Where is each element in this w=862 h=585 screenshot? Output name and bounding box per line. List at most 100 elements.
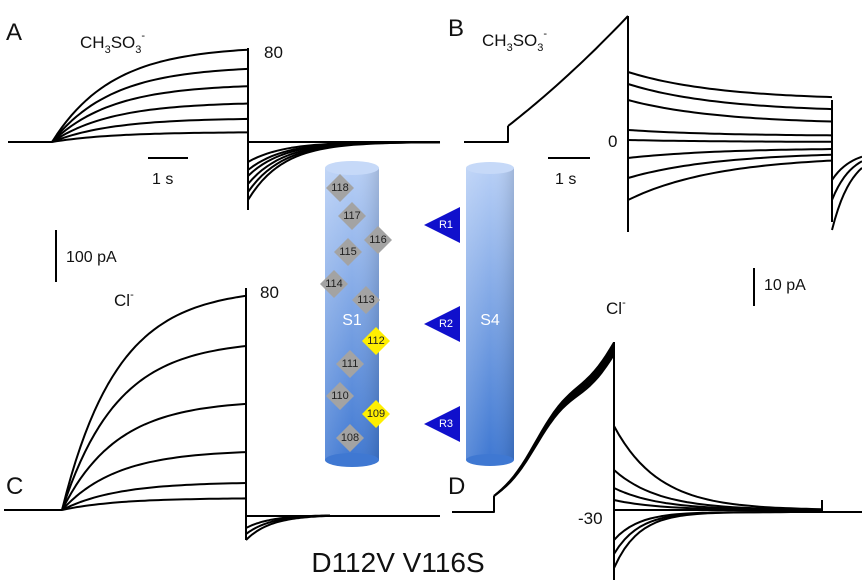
trace-b-tail — [831, 155, 862, 181]
residue-115: 115 — [334, 238, 362, 266]
residue-108: 108 — [336, 424, 364, 452]
panel-c-traces — [4, 288, 440, 541]
trace-b-deactivation — [627, 71, 833, 99]
panel-c-letter: C — [6, 473, 23, 500]
residue-118: 118 — [326, 174, 354, 202]
residue-113: 113 — [352, 286, 380, 314]
residue-diamond — [326, 174, 354, 202]
residue-diamond — [326, 382, 354, 410]
arginine-label: R2 — [439, 318, 453, 330]
residue-diamond — [336, 350, 364, 378]
trace-a-activation — [51, 85, 249, 143]
trace-d-inward — [613, 511, 822, 555]
residue-label: 117 — [343, 210, 361, 222]
residue-label: 113 — [357, 294, 375, 306]
arginine-triangle — [424, 207, 460, 243]
arginine-triangle — [424, 306, 460, 342]
residue-label: 114 — [325, 278, 343, 290]
arginine-triangle — [424, 406, 460, 442]
trace-b-tail — [831, 160, 862, 201]
residue-diamond — [364, 226, 392, 254]
trace-c-activation — [61, 451, 247, 511]
residue-diamond — [320, 270, 348, 298]
trace-c-activation — [61, 482, 247, 511]
trace-c-tail — [245, 514, 330, 541]
residue-label: 112 — [367, 335, 385, 347]
residue-label: 116 — [369, 234, 387, 246]
trace-b-deactivation — [627, 99, 833, 123]
trace-d-baseline — [452, 496, 495, 513]
trace-c-activation — [61, 497, 247, 511]
trace-c-activation — [61, 402, 247, 511]
trace-c-activation — [61, 290, 247, 511]
helix-diagram: S1 S4 118117116115114113112111110109108 … — [320, 161, 514, 467]
trace-d-inward — [613, 511, 822, 541]
panel-c-voltage-label: 80 — [260, 283, 279, 302]
figure-caption: D112V V116S — [311, 547, 484, 578]
residue-114: 114 — [320, 270, 348, 298]
trace-b-deactivation — [627, 153, 833, 179]
residue-label: 110 — [331, 390, 349, 402]
panel-c-ion-label: Cl- — [114, 289, 134, 310]
trace-a-activation — [51, 131, 249, 143]
s4-arginines: R1 R2 R3 — [424, 207, 460, 442]
arginine-label: R3 — [439, 418, 453, 430]
residue-117: 117 — [338, 202, 366, 230]
panel-a-time-scale-label: 1 s — [152, 171, 173, 188]
trace-b-baseline — [464, 126, 509, 143]
trace-b-deactivation — [627, 139, 832, 143]
panel-a-ion-label: CH3SO3- — [80, 30, 145, 56]
s4-helix-shading — [466, 168, 514, 460]
trace-d-deactivation — [613, 425, 823, 511]
trace-c-activation — [61, 342, 247, 511]
panel-a-voltage-label: 80 — [264, 43, 283, 62]
residue-diamond — [338, 202, 366, 230]
panel-d-voltage-label: -30 — [578, 509, 603, 528]
panel-d-letter: D — [448, 473, 465, 500]
s4-label: S4 — [480, 312, 500, 329]
trace-d-deactivation — [613, 469, 822, 511]
panel-b-traces — [464, 15, 862, 232]
residue-diamond — [362, 400, 390, 428]
trace-d-end — [821, 500, 862, 513]
trace-a-activation — [51, 67, 249, 143]
trace-a-activation — [51, 117, 249, 143]
trace-b-deactivation — [627, 83, 833, 111]
s4-helix: S4 — [466, 162, 514, 466]
panel-a-letter: A — [6, 19, 22, 46]
trace-a-activation — [51, 48, 249, 143]
s4-helix-top — [466, 162, 514, 174]
residue-label: 111 — [342, 358, 359, 370]
panel-b-letter: B — [448, 15, 464, 42]
current-scale-label-right: 10 pA — [764, 277, 806, 294]
panel-b-ion-label: CH3SO3- — [482, 28, 547, 54]
trace-b-deactivation — [627, 148, 833, 159]
trace-b-ramp — [507, 15, 629, 127]
current-scale-label-left: 100 pA — [66, 249, 117, 266]
panel-c: C Cl- 80 — [4, 283, 440, 541]
arginine-label: R1 — [439, 219, 453, 231]
arginine-R1: R1 — [424, 207, 460, 243]
residue-diamond — [362, 327, 390, 355]
residue-label: 108 — [341, 432, 359, 444]
s1-helix-bottom — [325, 453, 379, 467]
s1-residues: 118 117 116 115 114 113 112 111 110 109 108 — [320, 174, 392, 452]
trace-b-deactivation — [627, 159, 833, 201]
residue-109: 109 — [362, 400, 390, 428]
arginine-R2: R2 — [424, 306, 460, 342]
trace-a-activation — [51, 102, 249, 143]
residue-diamond — [336, 424, 364, 452]
panel-b-voltage-label: 0 — [608, 132, 617, 151]
trace-d-inward — [613, 511, 822, 569]
panel-d-ion-label: Cl- — [606, 297, 626, 318]
arginine-R3: R3 — [424, 406, 460, 442]
panel-b: B CH3SO3- 0 1 s — [448, 15, 862, 232]
residue-label: 109 — [367, 408, 385, 420]
s1-label: S1 — [342, 312, 362, 329]
panel-d-traces — [452, 341, 862, 580]
trace-b-tail — [831, 167, 862, 231]
panel-b-time-scale-label: 1 s — [555, 171, 576, 188]
residue-diamond — [352, 286, 380, 314]
residue-111: 111 — [336, 350, 364, 378]
